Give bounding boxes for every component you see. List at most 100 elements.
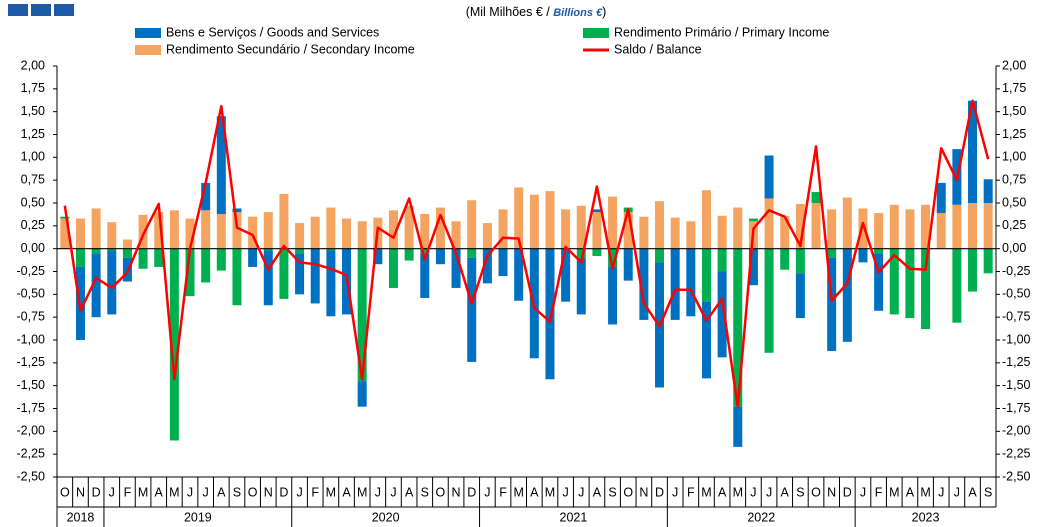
y-tick-label: -1,25 bbox=[17, 355, 46, 369]
bar bbox=[295, 253, 305, 295]
y-tick-label: -2,25 bbox=[17, 446, 46, 460]
y-tick-label: -1,25 bbox=[1002, 355, 1031, 369]
x-tick-label: J bbox=[578, 485, 584, 499]
bar bbox=[905, 209, 915, 249]
legend-label: Rendimento Secundário / Secondary Income bbox=[166, 42, 415, 56]
bar bbox=[216, 213, 226, 249]
bar bbox=[169, 248, 179, 441]
y-tick-label: 1,25 bbox=[21, 127, 45, 141]
bar bbox=[827, 209, 837, 249]
bar bbox=[154, 248, 164, 267]
y-tick-label: -2,50 bbox=[1002, 469, 1031, 483]
bar bbox=[185, 218, 195, 249]
bar bbox=[701, 301, 711, 379]
y-tick-label: 2,00 bbox=[1002, 58, 1026, 72]
bar bbox=[952, 204, 962, 249]
bar bbox=[592, 209, 602, 213]
x-tick-label: J bbox=[938, 485, 944, 499]
x-tick-label: J bbox=[203, 485, 209, 499]
x-tick-label: M bbox=[169, 485, 179, 499]
bar bbox=[122, 248, 132, 258]
bar bbox=[91, 248, 101, 254]
bar bbox=[983, 179, 993, 203]
x-tick-label: F bbox=[311, 485, 319, 499]
bar bbox=[780, 248, 790, 270]
bar bbox=[107, 250, 117, 315]
bar bbox=[263, 248, 273, 251]
bar bbox=[185, 248, 195, 297]
bar bbox=[921, 204, 931, 249]
x-tick-label: J bbox=[390, 485, 396, 499]
bar bbox=[467, 257, 477, 362]
x-tick-label: M bbox=[701, 485, 711, 499]
bar bbox=[968, 100, 978, 203]
bar bbox=[983, 203, 993, 249]
bar bbox=[482, 248, 492, 284]
bar bbox=[623, 212, 633, 249]
x-tick-label: M bbox=[326, 485, 336, 499]
x-tick-label: J bbox=[484, 485, 490, 499]
bar bbox=[717, 248, 727, 272]
y-tick-label: -1,75 bbox=[17, 401, 46, 415]
bar bbox=[107, 248, 117, 251]
bar bbox=[420, 248, 430, 254]
x-tick-label: A bbox=[718, 485, 727, 499]
y-tick-label: -2,25 bbox=[1002, 446, 1031, 460]
x-tick-label: A bbox=[593, 485, 602, 499]
x-tick-label: A bbox=[155, 485, 164, 499]
bar bbox=[842, 248, 852, 342]
bar bbox=[811, 203, 821, 249]
x-tick-label: A bbox=[217, 485, 226, 499]
x-tick-label: J bbox=[563, 485, 569, 499]
bar bbox=[874, 248, 884, 254]
x-tick-label: J bbox=[766, 485, 772, 499]
bar bbox=[404, 205, 414, 249]
bar bbox=[451, 221, 461, 249]
bar bbox=[295, 248, 305, 254]
bar bbox=[498, 248, 508, 277]
legend-label: Rendimento Primário / Primary Income bbox=[614, 25, 829, 39]
bar bbox=[827, 248, 837, 258]
bar bbox=[357, 221, 367, 249]
bar bbox=[279, 193, 289, 249]
bar bbox=[404, 248, 414, 261]
bar bbox=[827, 257, 837, 351]
year-label: 2023 bbox=[912, 510, 940, 524]
y-tick-label: 0,25 bbox=[1002, 218, 1026, 232]
legend-swatch bbox=[583, 28, 609, 38]
bar bbox=[122, 239, 132, 249]
y-tick-label: 0,00 bbox=[1002, 241, 1026, 255]
x-tick-label: J bbox=[375, 485, 381, 499]
logo-block bbox=[8, 4, 28, 16]
bar bbox=[216, 116, 226, 214]
bar bbox=[968, 248, 978, 292]
y-tick-label: -1,00 bbox=[1002, 332, 1031, 346]
bar bbox=[342, 218, 352, 249]
bar bbox=[388, 248, 398, 288]
y-tick-label: 1,25 bbox=[1002, 127, 1026, 141]
bar bbox=[921, 248, 931, 330]
x-tick-label: A bbox=[906, 485, 915, 499]
bar bbox=[232, 248, 242, 306]
bar bbox=[655, 201, 665, 249]
bar bbox=[795, 248, 805, 274]
bar bbox=[842, 197, 852, 249]
bar bbox=[545, 248, 555, 380]
balance-line bbox=[63, 99, 990, 408]
x-tick-label: D bbox=[467, 485, 476, 499]
x-tick-label: A bbox=[781, 485, 790, 499]
bar bbox=[138, 214, 148, 249]
y-tick-label: -0,25 bbox=[1002, 264, 1031, 278]
bar bbox=[576, 205, 586, 249]
year-label: 2021 bbox=[560, 510, 588, 524]
bar bbox=[467, 200, 477, 249]
bar bbox=[60, 218, 70, 249]
bar bbox=[326, 207, 336, 249]
bar bbox=[592, 248, 602, 256]
bar bbox=[717, 215, 727, 249]
bar bbox=[858, 208, 868, 249]
bar bbox=[75, 218, 85, 249]
bar bbox=[686, 221, 696, 249]
y-tick-label: 0,00 bbox=[21, 241, 45, 255]
